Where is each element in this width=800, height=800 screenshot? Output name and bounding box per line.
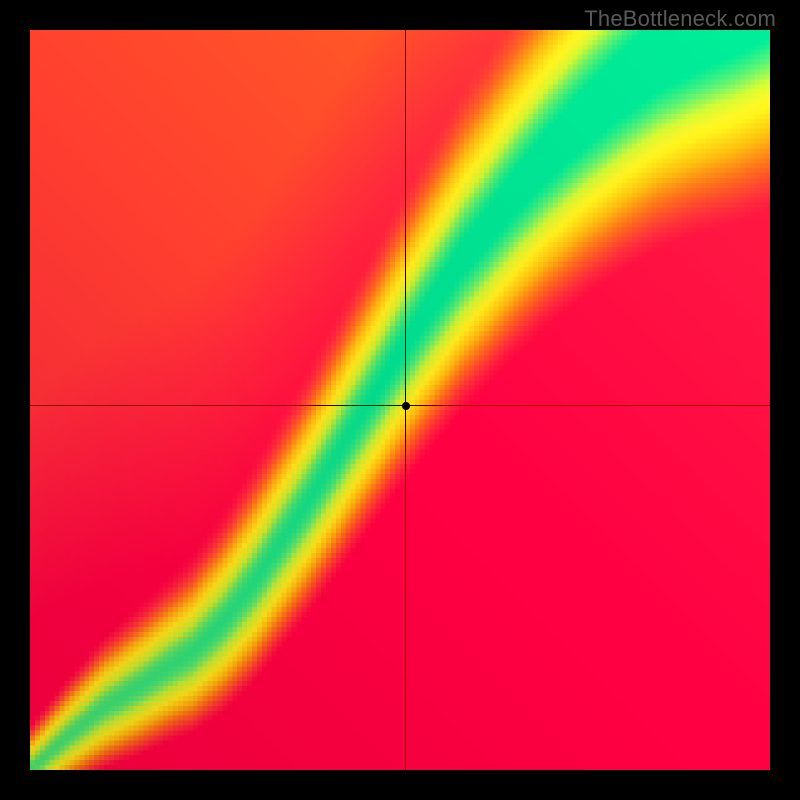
heatmap-canvas <box>30 30 770 770</box>
crosshair-horizontal <box>30 405 770 406</box>
heatmap-plot <box>30 30 770 770</box>
crosshair-vertical <box>405 30 406 770</box>
chart-container: TheBottleneck.com <box>0 0 800 800</box>
marker-dot <box>402 402 410 410</box>
watermark-text: TheBottleneck.com <box>584 6 776 32</box>
